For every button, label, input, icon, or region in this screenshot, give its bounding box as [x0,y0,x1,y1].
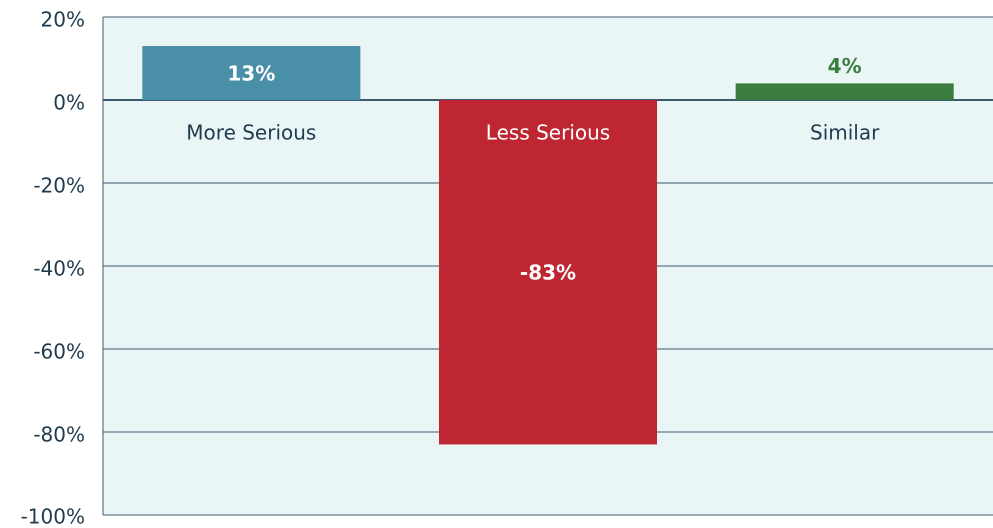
y-tick-label: -80% [33,423,85,447]
x-tick-label: More Serious [186,121,316,145]
y-tick-label: -60% [33,340,85,364]
y-tick-label: 0% [53,91,85,115]
x-tick-label: Similar [810,121,880,145]
bar [735,83,954,100]
y-tick-label: 20% [41,8,85,32]
bar [438,100,658,445]
value-label: 13% [227,62,275,86]
y-tick-label: -20% [33,174,85,198]
bar [142,46,361,100]
y-tick-label: -100% [21,505,85,528]
y-tick-label: -40% [33,257,85,281]
x-tick-label: Less Serious [486,121,610,145]
value-label: 4% [828,54,862,78]
value-label: -83% [520,261,576,285]
